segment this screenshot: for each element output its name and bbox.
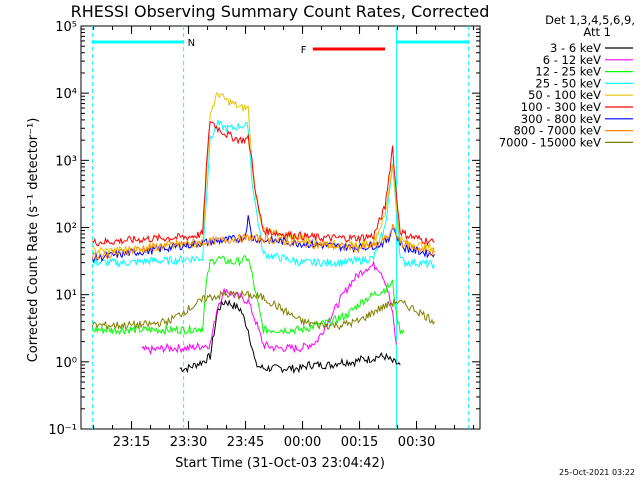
y-tick-label: 10⁴ (55, 87, 77, 102)
x-tick-label: 00:00 (284, 435, 321, 450)
legend-entry-label: 50 - 100 keV (528, 88, 601, 102)
legend-entry-label: 7000 - 15000 keV (499, 135, 601, 149)
chart-title: RHESSI Observing Summary Count Rates, Co… (71, 2, 490, 21)
x-tick-label: 23:30 (170, 435, 207, 450)
y-tick-label: 10¹ (55, 289, 77, 304)
y-tick-label: 10⁻¹ (48, 423, 77, 438)
y-tick-label: 10³ (55, 154, 77, 169)
footer-timestamp: 25-Oct-2021 03:22 (559, 468, 635, 477)
series-line (141, 260, 397, 356)
y-tick-label: 10⁰ (55, 356, 77, 371)
series-line (179, 299, 401, 374)
series-line (91, 223, 435, 261)
legend-entry-label: 3 - 6 keV (550, 41, 601, 55)
x-tick-label: 23:15 (113, 435, 150, 450)
x-tick-label: 23:45 (227, 435, 264, 450)
y-tick-label: 10⁵ (55, 20, 77, 35)
y-tick-label: 10² (55, 222, 77, 237)
flag-label: N (188, 38, 195, 49)
x-tick-label: 00:15 (341, 435, 378, 450)
legend-entry-label: 800 - 7000 keV (513, 124, 601, 138)
flag-label: F (301, 45, 307, 56)
x-axis-label: Start Time (31-Oct-03 23:04:42) (175, 456, 385, 471)
series-line (91, 289, 435, 331)
legend-header-line-2: Att 1 (583, 25, 611, 39)
vertical-markers (91, 26, 470, 429)
legend-entry-label: 6 - 12 keV (543, 53, 601, 67)
legend-entry-label: 12 - 25 keV (535, 65, 601, 79)
legend-entry-label: 100 - 300 keV (521, 100, 601, 114)
x-axis-ticks: 23:15 23:30 23:45 00:00 00:15 00:30 (93, 26, 475, 450)
y-axis-label: Corrected Count Rate (s⁻¹ detector⁻¹) (26, 118, 41, 363)
series-line (91, 254, 405, 336)
legend-header-line-1: Det 1,3,4,5,6,9, (545, 13, 635, 27)
series-line (92, 120, 435, 247)
legend-entry-label: 300 - 800 keV (521, 112, 601, 126)
x-tick-label: 00:30 (398, 435, 435, 450)
legend-entry-label: 25 - 50 keV (535, 76, 601, 90)
flag-bars: NF (92, 38, 469, 56)
series-lines (91, 92, 435, 374)
